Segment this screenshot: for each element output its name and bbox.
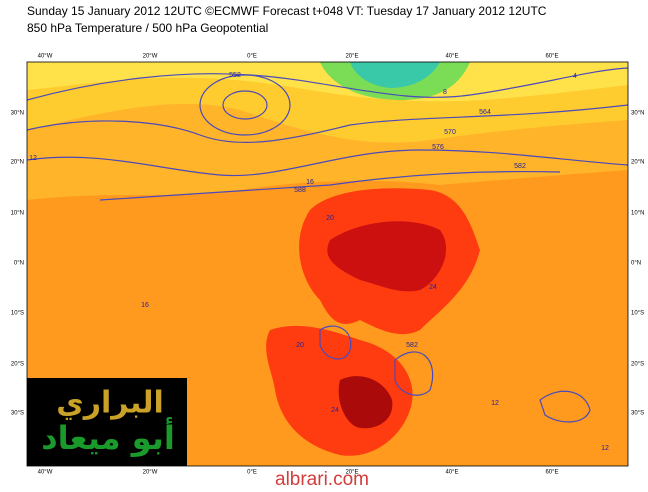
contour — [394, 351, 434, 396]
lon-label: 60°E — [545, 470, 558, 476]
contour — [27, 104, 628, 143]
lat-label: 10°S — [631, 311, 644, 317]
contour-label: 12 — [29, 155, 37, 162]
contour — [539, 390, 591, 423]
lon-label: 40°W — [38, 470, 53, 476]
lon-label: 60°E — [545, 54, 558, 60]
lat-label: 30°N — [11, 111, 24, 117]
lat-label: 10°N — [631, 211, 644, 217]
cool-area — [27, 62, 628, 102]
contour-label: 564 — [479, 109, 491, 116]
lat-label: 30°S — [631, 411, 644, 417]
contour-label: 16 — [141, 302, 149, 309]
lat-label: 20°N — [11, 160, 24, 166]
lon-label: 0°E — [247, 470, 257, 476]
contour — [222, 90, 268, 120]
contour-label: 582 — [406, 342, 418, 349]
title: Sunday 15 January 2012 12UTC ©ECMWF Fore… — [27, 4, 547, 18]
lon-label: 20°W — [143, 54, 158, 60]
lon-label: 40°W — [38, 54, 53, 60]
logo-line2: أبو ميعاد — [41, 417, 175, 457]
contour-label: 20 — [326, 215, 334, 222]
lon-label: 20°W — [143, 470, 158, 476]
lon-label: 20°E — [345, 54, 358, 60]
contour-label: 570 — [444, 129, 456, 136]
subtitle: 850 hPa Temperature / 500 hPa Geopotenti… — [27, 21, 268, 35]
lon-label: 40°E — [445, 470, 458, 476]
lon-label: 40°E — [445, 54, 458, 60]
contour-label: 16 — [306, 179, 314, 186]
contour — [27, 67, 628, 101]
hottest-area — [327, 221, 447, 292]
contour — [27, 149, 628, 177]
contour-label: 12 — [601, 445, 609, 452]
contour — [319, 325, 352, 360]
contour — [99, 170, 561, 201]
lat-label: 20°S — [11, 362, 24, 368]
contour — [199, 74, 291, 136]
lat-label: 20°S — [631, 362, 644, 368]
lat-label: 0°N — [14, 261, 24, 267]
contour-label: 4 — [573, 73, 577, 80]
map-frame — [26, 61, 629, 467]
colder-area — [350, 62, 440, 88]
contour-label: 24 — [331, 407, 339, 414]
lat-label: 20°N — [631, 160, 644, 166]
contour-label: 588 — [294, 187, 306, 194]
contour-label: 8 — [443, 89, 447, 96]
contour-label: 20 — [296, 342, 304, 349]
lon-label: 20°E — [345, 470, 358, 476]
contour-label: 24 — [429, 284, 437, 291]
logo-line1: البراري — [56, 386, 164, 421]
contour-label: 12 — [491, 400, 499, 407]
lon-label: 0°E — [247, 54, 257, 60]
logo-box — [27, 378, 187, 466]
contour-label: 552 — [229, 72, 241, 79]
lat-label: 30°S — [11, 411, 24, 417]
lat-label: 0°N — [631, 261, 641, 267]
lat-label: 30°N — [631, 111, 644, 117]
map: 552 564 570 576 582 588 582 16 20 24 24 20 16 12 12 12 8… — [27, 62, 628, 466]
contour-label: 576 — [432, 144, 444, 151]
contour-label: 582 — [514, 163, 526, 170]
lat-label: 10°S — [11, 311, 24, 317]
watermark: albrari.com — [275, 469, 369, 487]
hottest-area — [338, 376, 393, 429]
lat-label: 10°N — [11, 211, 24, 217]
